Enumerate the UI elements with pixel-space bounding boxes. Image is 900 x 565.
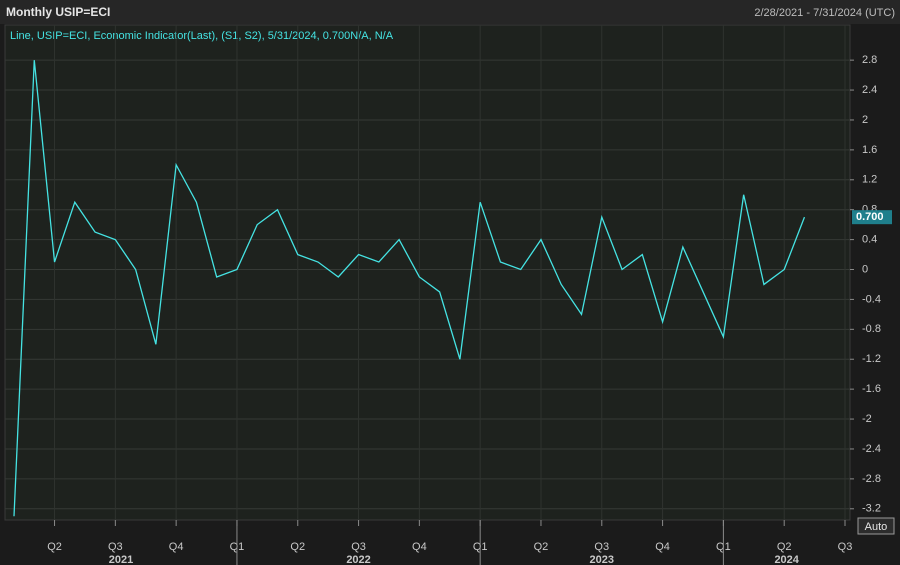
year-label: 2022 <box>346 554 370 565</box>
x-tick-label: Q2 <box>534 541 549 553</box>
year-label: 2021 <box>109 554 133 565</box>
auto-button[interactable] <box>857 517 895 535</box>
data-line <box>13 60 806 517</box>
y-tick-label: -0.4 <box>862 293 881 305</box>
last-value-label: 0.700 <box>856 211 884 223</box>
y-tick-label: -1.2 <box>862 353 881 365</box>
x-tick-label: Q3 <box>351 541 366 553</box>
y-tick-label: 2.4 <box>862 84 877 96</box>
chart-title: Monthly USIP=ECI <box>6 5 110 19</box>
plot-area <box>4 24 851 521</box>
x-tick-label: Q4 <box>412 541 427 553</box>
x-tick-label: Q2 <box>47 541 62 553</box>
y-tick-label: 0.4 <box>862 234 877 246</box>
x-tick-label: Q3 <box>108 541 123 553</box>
y-tick-label: 2.8 <box>862 54 877 66</box>
auto-button-label[interactable]: Auto <box>865 521 888 533</box>
year-label: 2024 <box>774 554 799 565</box>
y-tick-label: 0 <box>862 263 868 275</box>
x-tick-label: Q2 <box>290 541 305 553</box>
y-tick-label: 1.6 <box>862 144 877 156</box>
x-tick-label: Q3 <box>594 541 609 553</box>
y-tick-label: -2.4 <box>862 443 881 455</box>
y-tick-label: 1.2 <box>862 174 877 186</box>
header-bar <box>0 0 900 24</box>
y-tick-label: -0.8 <box>862 323 881 335</box>
year-label: 2023 <box>590 554 614 565</box>
x-tick-label: Q4 <box>655 541 670 553</box>
y-tick-label: -3.2 <box>862 503 881 515</box>
x-tick-label: Q3 <box>838 541 853 553</box>
x-tick-label: Q4 <box>169 541 184 553</box>
y-tick-label: 2 <box>862 114 868 126</box>
y-tick-label: -2 <box>862 413 872 425</box>
legend: Line, USIP=ECI, Economic Indicator(Last)… <box>10 30 394 42</box>
last-value-box <box>852 210 892 225</box>
y-tick-label: -2.8 <box>862 473 881 485</box>
date-range: 2/28/2021 - 7/31/2024 (UTC) <box>754 7 895 19</box>
x-tick-label: Q2 <box>777 541 792 553</box>
y-tick-label: -1.6 <box>862 383 881 395</box>
